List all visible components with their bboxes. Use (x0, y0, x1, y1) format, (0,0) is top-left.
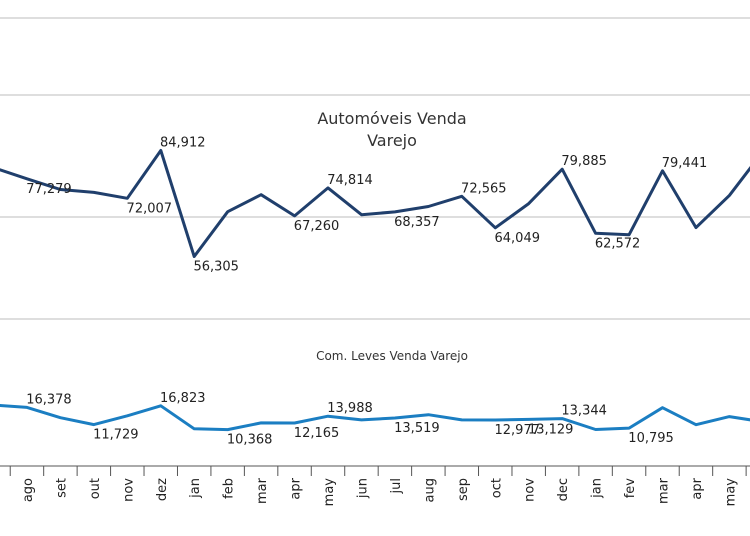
x-tick-label: sep (456, 478, 471, 501)
x-tick-label: mar (255, 477, 270, 504)
x-tick-label: nov (121, 478, 136, 502)
data-line (0, 149, 750, 258)
data-line (0, 404, 750, 432)
x-tick-label: mar (657, 477, 672, 504)
chart-title: Com. Leves Venda Varejo (316, 349, 468, 363)
x-tick-label: apr (289, 477, 304, 499)
data-label: 84,912 (160, 136, 206, 151)
data-label: 56,305 (193, 260, 239, 275)
data-label: 12,165 (294, 426, 340, 441)
x-tick-label: out (88, 478, 103, 499)
data-label: 11,729 (93, 428, 139, 443)
data-label: 62,572 (595, 236, 641, 251)
data-label: 72,565 (461, 181, 507, 196)
x-tick-label: jan (188, 478, 203, 499)
data-label: 12,977 (495, 423, 541, 438)
x-tick-label: ago (21, 478, 36, 502)
data-label: 79,441 (662, 156, 708, 171)
x-tick-label: fev (623, 478, 638, 499)
chart-title: Automóveis Venda Varejo (317, 109, 467, 150)
x-tick-label: jan (590, 478, 605, 499)
x-tick-label: dec (556, 478, 571, 501)
data-label: 10,368 (227, 433, 273, 448)
x-tick-label: nov (523, 478, 538, 502)
data-label: 10,795 (628, 431, 674, 446)
data-label: 67,260 (294, 219, 340, 234)
x-tick-label: oct (489, 478, 504, 498)
x-tick-label: jul (389, 478, 404, 494)
data-label: 13,519 (394, 421, 440, 436)
x-tick-label: jun (355, 478, 370, 499)
data-label: 16,823 (160, 391, 206, 406)
x-tick-label: may (723, 478, 738, 507)
data-label: 16,378 (26, 392, 72, 407)
data-label: 72,007 (127, 201, 173, 216)
data-label: 74,814 (327, 173, 373, 188)
x-tick-label: feb (222, 478, 237, 499)
data-label: 64,049 (495, 231, 541, 246)
data-label: 13,129 (528, 422, 574, 437)
x-tick-label: may (322, 478, 337, 507)
x-tick-label: set (54, 478, 69, 498)
data-label: 77,279 (26, 182, 72, 197)
data-label: 79,885 (561, 154, 607, 169)
data-label: 68,357 (394, 215, 440, 230)
data-label: 13,988 (327, 401, 373, 416)
x-tick-label: aug (422, 478, 437, 502)
x-tick-label: dez (155, 478, 170, 501)
data-label: 13,344 (561, 404, 607, 419)
x-tick-label: apr (690, 477, 705, 499)
